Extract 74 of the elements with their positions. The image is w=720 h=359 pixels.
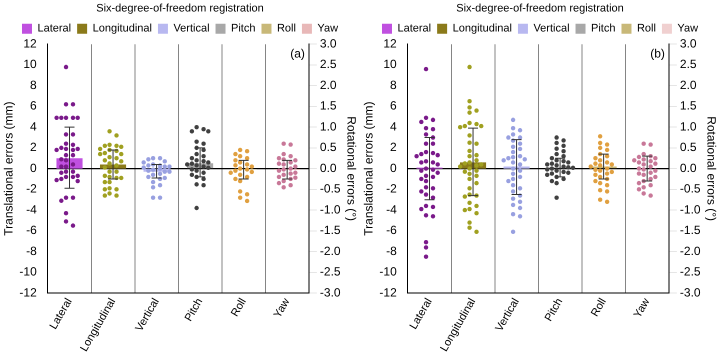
y-tick-label: 12 [383,36,398,51]
y-tick-label: 6 [390,98,398,113]
y-tick-label: 10 [23,57,38,72]
legend-label: Roll [636,22,656,35]
y-tick-label: 12 [23,36,38,51]
chart-title: Six-degree-of-freedom registration [456,2,624,15]
y-tick-label: 4 [30,119,38,134]
y-tick-label: 10 [383,57,398,72]
y-tick-label: -10 [379,264,398,279]
y2-tick-label: -2.0 [680,244,701,258]
y2-tick-label: 0.0 [320,160,337,175]
x-tick-label: Yaw [632,296,652,320]
y-tick-label: 8 [390,78,398,92]
y2-tick-label: 2.5 [320,57,337,72]
y-tick-label: -10 [19,264,38,279]
y2-tick-label: -1.0 [320,202,341,216]
y2-tick-label: -0.5 [680,182,701,196]
y-tick-label: -2 [386,182,398,196]
y2-tick-label: 3.0 [680,36,697,51]
legend-label: Lateral [37,22,72,35]
y2-tick-label: -2.0 [320,244,341,258]
y-tick-label: -12 [19,285,38,300]
annotation: (b) [650,46,665,61]
y-tick-label: -12 [379,285,398,300]
y-tick-label: -4 [26,202,38,216]
legend-label: Pitch [591,22,616,35]
legend-label: Longitudinal [452,22,512,35]
y2-tick-label: -1.5 [320,223,341,238]
y-tick-label: 0 [390,160,398,175]
y2-tick-label: 0.5 [680,140,697,154]
x-tick-label: Yaw [272,296,292,320]
y2-tick-label: -3.0 [680,285,701,300]
y2-tick-label: 1.5 [320,98,337,113]
chart-title: Six-degree-of-freedom registration [96,2,264,15]
y2-tick-label: 1.5 [680,98,697,113]
legend-label: Pitch [231,22,256,35]
y2-tick-label: 2.0 [320,78,337,92]
y2-tick-label: 1.0 [320,119,337,134]
y-tick-label: 0 [30,160,38,175]
y-tick-label: 8 [30,78,38,92]
legend-label: Vertical [533,22,570,35]
y2-axis-title: Rotational errors (°) [344,116,358,222]
y-tick-label: -8 [386,244,398,258]
y-tick-label: -2 [26,182,38,196]
y-tick-label: -4 [386,202,398,216]
y-tick-label: 2 [390,140,398,154]
y-tick-label: 4 [390,119,398,134]
y2-tick-label: -2.5 [680,264,701,279]
y2-tick-label: 2.0 [680,78,697,92]
y2-tick-label: -3.0 [320,285,341,300]
y2-axis-title: Rotational errors (°) [704,116,718,222]
y-axis-title: Translational errors (mm) [2,101,16,236]
y2-tick-label: 0.5 [320,140,337,154]
y2-tick-label: 0.0 [680,160,697,175]
y-tick-label: -6 [386,223,398,238]
y2-tick-label: 3.0 [320,36,337,51]
legend-label: Yaw [317,22,338,35]
y-tick-label: -6 [26,223,38,238]
y-tick-label: -8 [26,244,38,258]
y2-tick-label: 1.0 [680,119,697,134]
y2-tick-label: -2.5 [320,264,341,279]
y-axis-title: Translational errors (mm) [362,101,376,236]
legend-label: Roll [276,22,296,35]
annotation: (a) [290,46,305,61]
y2-tick-label: -0.5 [320,182,341,196]
y2-tick-label: -1.5 [680,223,701,238]
legend-label: Vertical [173,22,210,35]
legend-label: Lateral [397,22,432,35]
legend-label: Yaw [677,22,698,35]
legend-label: Longitudinal [92,22,152,35]
y2-tick-label: 2.5 [680,57,697,72]
y-tick-label: 2 [30,140,38,154]
y-tick-label: 6 [30,98,38,113]
y2-tick-label: -1.0 [680,202,701,216]
